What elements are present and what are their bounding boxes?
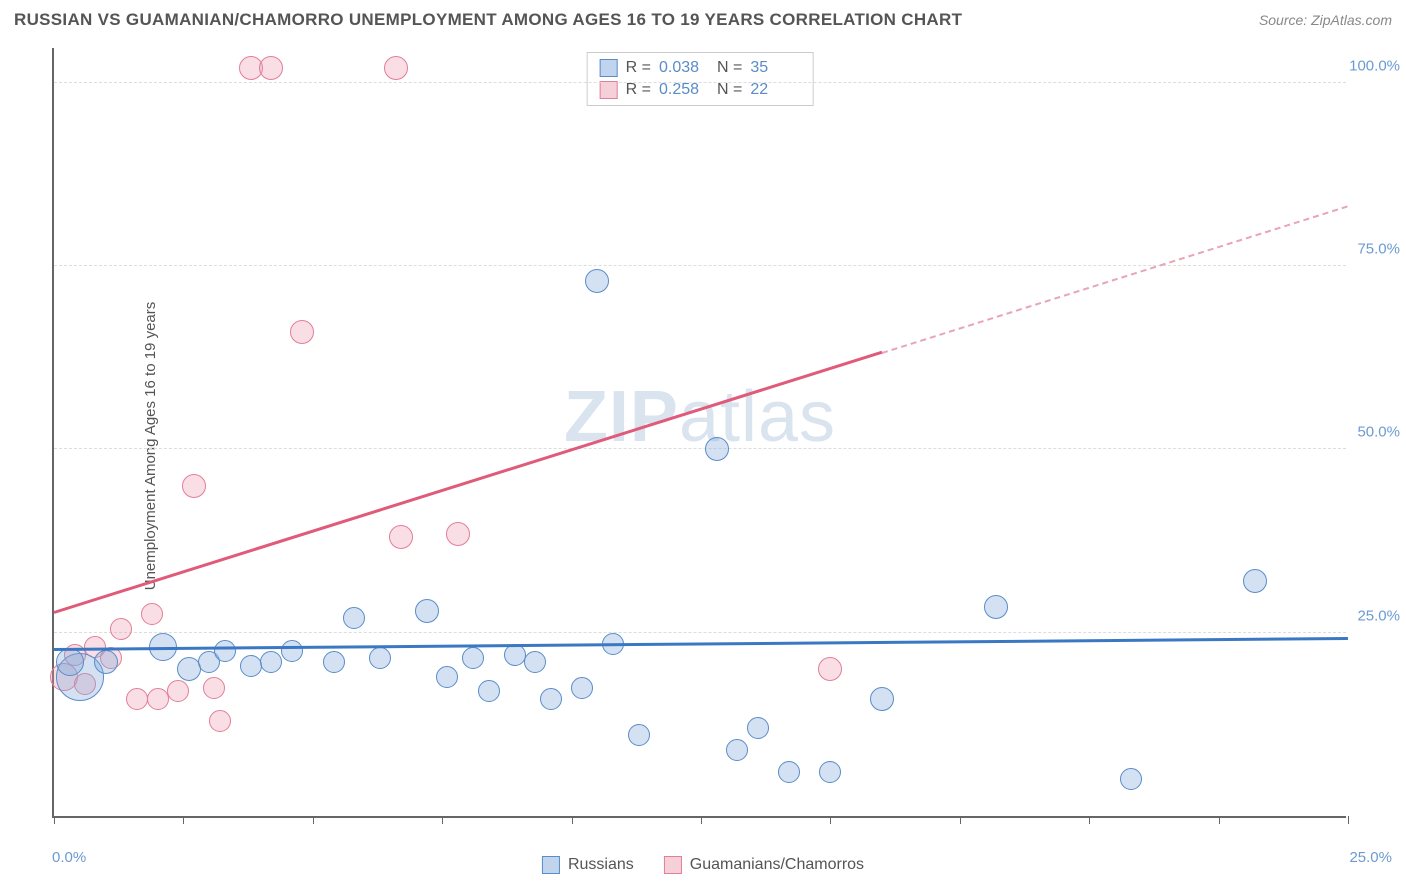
y-tick-label: 25.0% xyxy=(1357,607,1400,624)
data-point xyxy=(323,651,345,673)
data-point xyxy=(369,647,391,669)
trend-line xyxy=(54,637,1348,651)
data-point xyxy=(778,761,800,783)
data-point xyxy=(214,640,236,662)
data-point xyxy=(436,666,458,688)
data-point xyxy=(141,603,163,625)
data-point xyxy=(870,687,894,711)
grid-line xyxy=(54,82,1346,83)
data-point xyxy=(984,595,1008,619)
x-tick xyxy=(1089,816,1090,824)
bottom-legend: Russians Guamanians/Chamorros xyxy=(542,856,864,874)
data-point xyxy=(819,761,841,783)
data-point xyxy=(167,680,189,702)
data-point xyxy=(110,618,132,640)
data-point xyxy=(747,717,769,739)
legend-item-blue: Russians xyxy=(542,856,634,874)
data-point xyxy=(240,655,262,677)
legend-label-blue: Russians xyxy=(568,856,634,874)
x-tick xyxy=(1348,816,1349,824)
chart-title: RUSSIAN VS GUAMANIAN/CHAMORRO UNEMPLOYME… xyxy=(14,10,962,30)
stats-box: R = 0.038 N = 35 R = 0.258 N = 22 xyxy=(587,52,814,106)
y-tick-label: 100.0% xyxy=(1349,57,1400,74)
stats-row-blue: R = 0.038 N = 35 xyxy=(600,57,801,79)
x-tick-label: 0.0% xyxy=(52,849,86,866)
data-point xyxy=(705,437,729,461)
data-point xyxy=(147,688,169,710)
data-point xyxy=(209,710,231,732)
x-tick xyxy=(830,816,831,824)
data-point xyxy=(126,688,148,710)
data-point xyxy=(628,724,650,746)
x-tick xyxy=(183,816,184,824)
data-point xyxy=(182,474,206,498)
grid-line xyxy=(54,632,1346,633)
x-tick-label: 25.0% xyxy=(1349,849,1392,866)
data-point xyxy=(290,320,314,344)
swatch-blue-icon xyxy=(600,59,618,77)
source-label: Source: ZipAtlas.com xyxy=(1259,12,1392,28)
data-point xyxy=(56,648,84,676)
trend-line xyxy=(882,205,1348,354)
data-point xyxy=(585,269,609,293)
swatch-pink-icon xyxy=(600,81,618,99)
y-tick-label: 50.0% xyxy=(1357,424,1400,441)
watermark: ZIPatlas xyxy=(564,376,836,458)
data-point xyxy=(281,640,303,662)
legend-swatch-blue-icon xyxy=(542,856,560,874)
data-point xyxy=(571,677,593,699)
data-point xyxy=(540,688,562,710)
x-tick xyxy=(1219,816,1220,824)
data-point xyxy=(343,607,365,629)
x-tick xyxy=(701,816,702,824)
x-tick xyxy=(54,816,55,824)
data-point xyxy=(203,677,225,699)
legend-swatch-pink-icon xyxy=(664,856,682,874)
legend-label-pink: Guamanians/Chamorros xyxy=(690,856,864,874)
data-point xyxy=(384,56,408,80)
data-point xyxy=(415,599,439,623)
plot-area: ZIPatlas R = 0.038 N = 35 R = 0.258 N = … xyxy=(52,48,1346,818)
grid-line xyxy=(54,448,1346,449)
data-point xyxy=(177,657,201,681)
data-point xyxy=(260,651,282,673)
legend-item-pink: Guamanians/Chamorros xyxy=(664,856,864,874)
data-point xyxy=(1243,569,1267,593)
data-point xyxy=(462,647,484,669)
data-point xyxy=(726,739,748,761)
data-point xyxy=(478,680,500,702)
data-point xyxy=(1120,768,1142,790)
x-tick xyxy=(572,816,573,824)
data-point xyxy=(818,657,842,681)
x-tick xyxy=(960,816,961,824)
data-point xyxy=(446,522,470,546)
data-point xyxy=(94,650,118,674)
data-point xyxy=(259,56,283,80)
data-point xyxy=(524,651,546,673)
trend-line xyxy=(54,351,883,614)
x-tick xyxy=(313,816,314,824)
data-point xyxy=(389,525,413,549)
x-tick xyxy=(442,816,443,824)
y-tick-label: 75.0% xyxy=(1357,241,1400,258)
